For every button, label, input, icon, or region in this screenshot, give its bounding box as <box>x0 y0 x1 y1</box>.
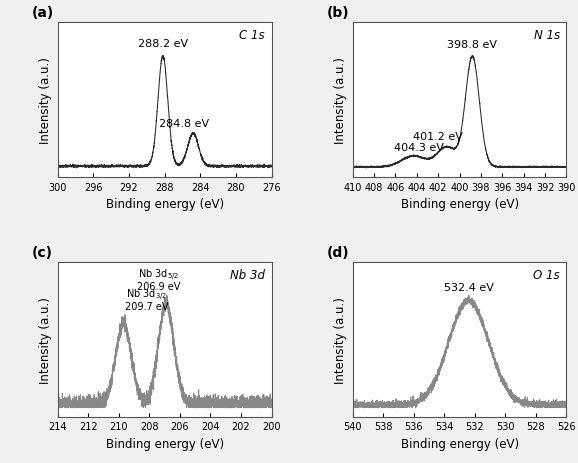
Text: 398.8 eV: 398.8 eV <box>447 40 498 50</box>
X-axis label: Binding energy (eV): Binding energy (eV) <box>106 198 224 211</box>
Y-axis label: Intensity (a.u.): Intensity (a.u.) <box>334 296 347 383</box>
Text: 288.2 eV: 288.2 eV <box>138 39 188 49</box>
Text: C 1s: C 1s <box>239 29 265 42</box>
Y-axis label: Intensity (a.u.): Intensity (a.u.) <box>39 57 52 144</box>
Text: (d): (d) <box>327 245 350 259</box>
Text: Nb 3d$_{5/2}$: Nb 3d$_{5/2}$ <box>138 268 179 282</box>
Text: Nb 3d$_{3/2}$: Nb 3d$_{3/2}$ <box>126 288 167 303</box>
Text: 404.3 eV: 404.3 eV <box>394 143 444 153</box>
Text: 532.4 eV: 532.4 eV <box>444 283 494 293</box>
Text: N 1s: N 1s <box>534 29 560 42</box>
Y-axis label: Intensity (a.u.): Intensity (a.u.) <box>39 296 52 383</box>
Text: (a): (a) <box>32 6 54 20</box>
X-axis label: Binding energy (eV): Binding energy (eV) <box>106 437 224 450</box>
X-axis label: Binding energy (eV): Binding energy (eV) <box>401 437 518 450</box>
Y-axis label: Intensity (a.u.): Intensity (a.u.) <box>334 57 347 144</box>
Text: 209.7 eV: 209.7 eV <box>125 302 168 312</box>
Text: Nb 3d: Nb 3d <box>230 269 265 282</box>
Text: O 1s: O 1s <box>533 269 560 282</box>
Text: 284.8 eV: 284.8 eV <box>159 119 209 128</box>
X-axis label: Binding energy (eV): Binding energy (eV) <box>401 198 518 211</box>
Text: 401.2 eV: 401.2 eV <box>413 132 463 142</box>
Text: 206.9 eV: 206.9 eV <box>137 282 180 292</box>
Text: (b): (b) <box>327 6 350 20</box>
Text: (c): (c) <box>32 245 53 259</box>
